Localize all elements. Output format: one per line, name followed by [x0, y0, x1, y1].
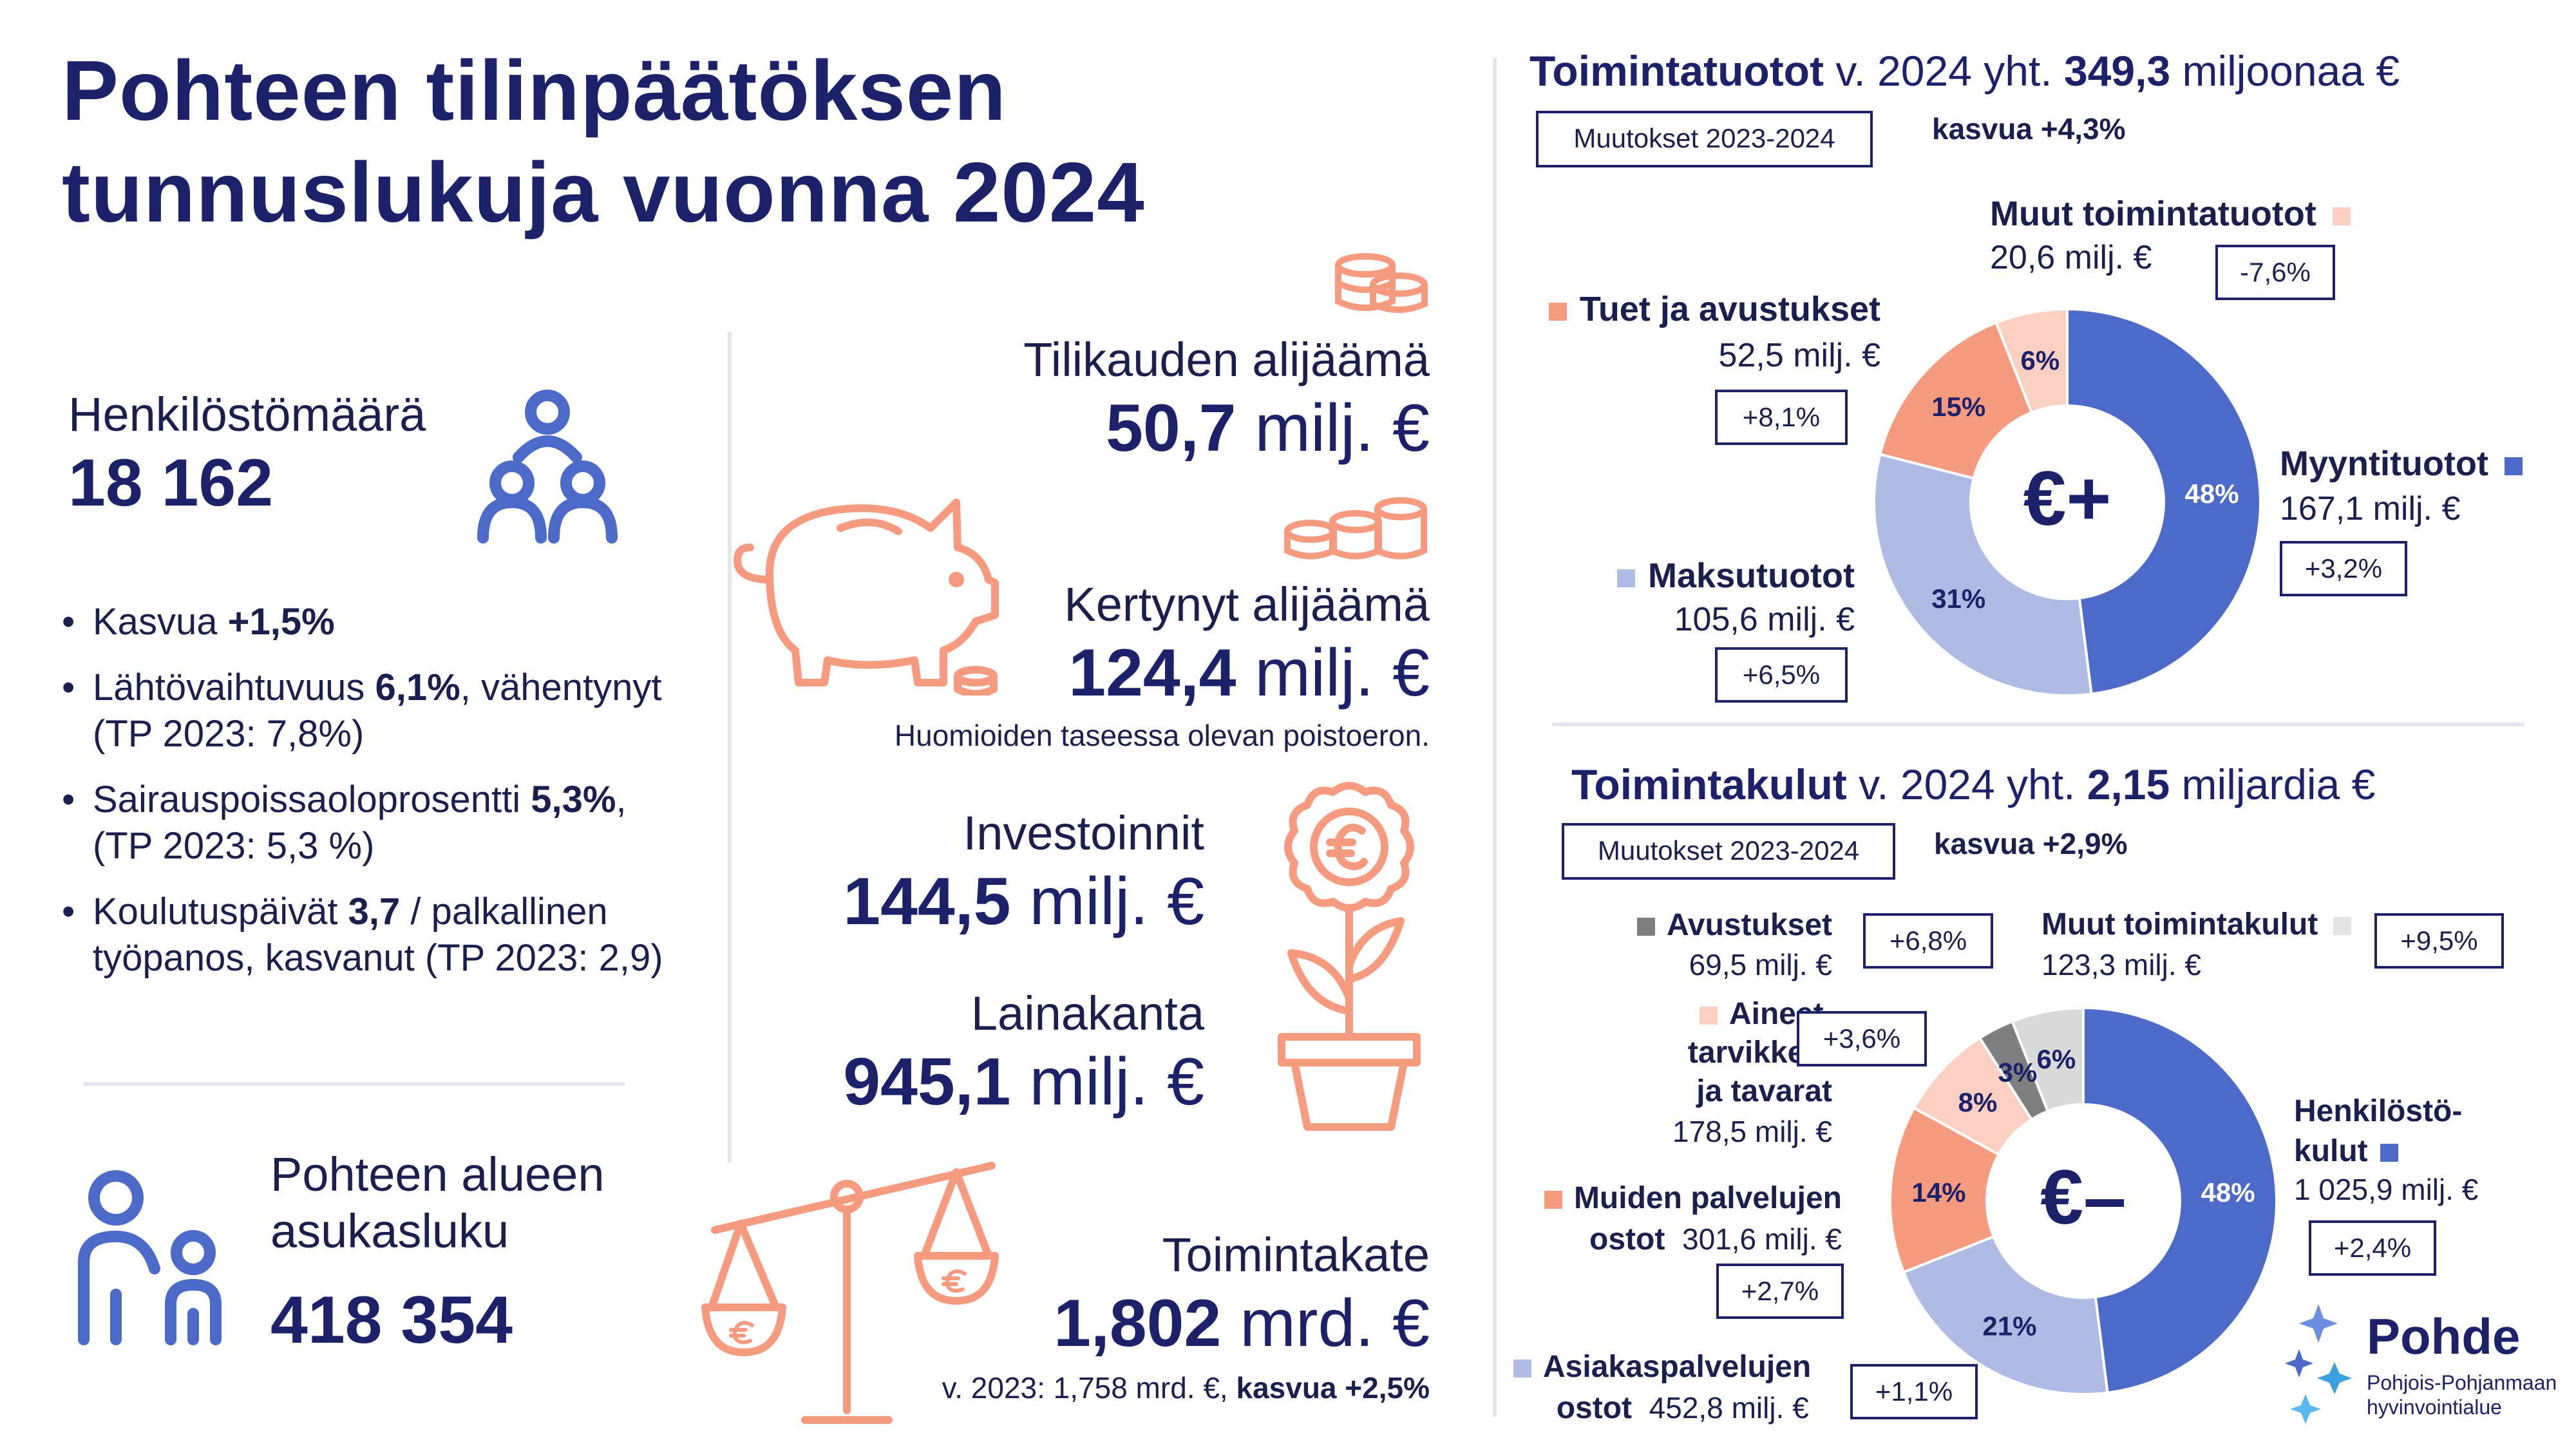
deficit-value: 50,7 milj. € [1106, 391, 1430, 466]
separator-horizontal-right [1552, 723, 2524, 726]
population-label-line1: Pohteen alueen [270, 1148, 605, 1201]
separator-vertical-left [728, 332, 732, 1162]
costs-growth: kasvua +2,9% [1934, 827, 2128, 860]
income-label-sales: Myyntituotot [2280, 443, 2523, 484]
income-value-fees: 105,6 milj. € [1674, 601, 1855, 638]
income-pct-label-1: 31% [1931, 583, 1985, 614]
investments-value: 144,5 milj. € [843, 864, 1204, 939]
income-value-sales: 167,1 milj. € [2280, 490, 2461, 527]
staff-bullet-growth: Kasvua +1,5% [62, 599, 693, 645]
accumulated-deficit-label: Kertynyt alijäämä [1064, 578, 1430, 631]
costs-label-personnel: Henkilöstö-kulut [2294, 1094, 2463, 1168]
pohde-logo-sub-line2: hyvinvointialue [2367, 1396, 2502, 1419]
pohde-logo-name: Pohde [2367, 1308, 2521, 1365]
costs-changes-box: Muutokset 2023-2024 [1562, 823, 1895, 880]
costs-pct-label-1: 21% [1982, 1311, 2036, 1341]
costs-slice-1 [1902, 1235, 2109, 1396]
pohde-logo-mark [2285, 1304, 2352, 1424]
population-label: Pohteen alueen asukasluku [270, 1146, 604, 1260]
accumulated-deficit-value: 124,4 milj. € [1068, 636, 1430, 710]
costs-value-personnel: 1 025,9 milj. € [2294, 1173, 2479, 1206]
income-pct-label-0: 48% [2185, 478, 2239, 509]
population-value: 418 354 [270, 1283, 513, 1358]
population-label-line2: asukasluku [270, 1204, 509, 1258]
costs-pct-label-0: 48% [2201, 1177, 2255, 1208]
income-center-symbol: €+ [2023, 455, 2112, 542]
coins-icon [1335, 253, 1428, 313]
staff-label: Henkilöstömäärä [68, 388, 426, 441]
costs-slice-2 [1889, 1106, 2001, 1274]
costs-label-services: Muiden palvelujen ostot 301,6 milj. € [1481, 1179, 1842, 1260]
deficit-label: Tilikauden alijäämä [1023, 333, 1430, 386]
income-heading: Toimintatuotot v. 2024 yht. 349,3 miljoo… [1530, 47, 2400, 95]
costs-pct-label-4: 3% [1998, 1057, 2038, 1088]
income-donut-chart: 48% 31% 15% 6% €+ [1873, 307, 2262, 697]
costs-pct-label-5: 6% [2036, 1044, 2076, 1074]
income-label-other: Muut toimintatuotot [1990, 193, 2351, 234]
costs-change-client: +1,1% [1850, 1364, 1978, 1419]
costs-pct-label-3: 8% [1958, 1087, 1998, 1117]
costs-pct-label-2: 14% [1911, 1177, 1965, 1208]
separator-vertical-mid [1493, 58, 1497, 1417]
staff-bullets: Kasvua +1,5% Lähtövaihtuvuus 6,1%, vähen… [62, 599, 693, 1001]
people-icon [477, 390, 618, 544]
income-change-grants: +8,1% [1715, 390, 1848, 445]
costs-slice-0 [2082, 1006, 2278, 1394]
costs-donut-chart: 48% 21% 14% 8%3% 6% €– [1889, 1006, 2278, 1396]
income-pct-label-2: 15% [1931, 392, 1985, 422]
income-change-fees: +6,5% [1715, 647, 1848, 703]
costs-label-subsidies: Avustukset [1481, 905, 1832, 946]
costs-change-personnel: +2,4% [2309, 1220, 2436, 1276]
loans-label: Lainakanta [971, 987, 1204, 1040]
margin-value: 1,802 mrd. € [1054, 1286, 1430, 1361]
staff-bullet-sickleave: Sairauspoissaoloprosentti 5,3%, (TP 2023… [62, 777, 693, 869]
costs-change-other: +9,5% [2374, 913, 2504, 969]
costs-label-client: Asiakaspalvelujen ostot 452,8 milj. € [1513, 1347, 1811, 1428]
costs-change-services: +2,7% [1716, 1264, 1844, 1319]
title-line-1: Pohteen tilinpäätöksen [62, 43, 1007, 138]
costs-heading: Toimintakulut v. 2024 yht. 2,15 miljardi… [1571, 761, 2376, 808]
costs-value-other: 123,3 milj. € [2041, 948, 2202, 981]
page-title: Pohteen tilinpäätöksen tunnuslukuja vuon… [62, 40, 1414, 243]
income-value-grants: 52,5 milj. € [1718, 337, 1880, 374]
income-pct-label-3: 6% [2020, 345, 2060, 375]
investments-label: Investoinnit [963, 806, 1204, 860]
margin-note: v. 2023: 1,758 mrd. €, kasvua +2,5% [942, 1371, 1430, 1405]
margin-label: Toimintakate [1162, 1228, 1430, 1282]
income-change-other: -7,6% [2215, 245, 2335, 300]
pohde-logo-sub-line1: Pohjois-Pohjanmaan [2367, 1371, 2557, 1394]
coin-stacks-icon [1284, 497, 1427, 560]
income-growth: kasvua +4,3% [1932, 112, 2126, 146]
costs-center-symbol: €– [2040, 1154, 2126, 1240]
loans-value: 945,1 milj. € [843, 1045, 1204, 1119]
title-line-2: tunnuslukuja vuonna 2024 [62, 145, 1145, 240]
income-value-other: 20,6 milj. € [1990, 239, 2152, 276]
income-slice-2 [1878, 321, 2034, 480]
costs-label-other: Muut toimintakulut [2041, 904, 2351, 945]
separator-horizontal-left [84, 1082, 625, 1086]
costs-slice-5 [2010, 1006, 2085, 1113]
family-icon [78, 1170, 222, 1345]
costs-value-materials: 178,5 milj. € [1672, 1115, 1832, 1148]
costs-label-materials: Aineet, tarvikkeet ja tavarat [1687, 997, 1832, 1108]
income-changes-box: Muutokset 2023-2024 [1536, 111, 1873, 167]
costs-change-subsidies: +6,8% [1863, 913, 1993, 969]
staff-bullet-turnover: Lähtövaihtuvuus 6,1%, vähentynyt (TP 202… [62, 665, 693, 757]
costs-change-materials: +3,6% [1797, 1011, 1927, 1066]
income-label-fees: Maksutuotot [1468, 555, 1855, 596]
accumulated-deficit-note: Huomioiden taseessa olevan poistoeron. [894, 719, 1430, 752]
euro-flower-icon [1278, 782, 1421, 1131]
income-slice-0 [2066, 307, 2262, 696]
staff-bullet-training: Koulutuspäivät 3,7 / palkallinen työpano… [62, 889, 693, 981]
income-label-grants: Tuet ja avustukset [1468, 289, 1880, 330]
income-slice-1 [1873, 452, 2093, 697]
income-slice-3 [1994, 307, 2069, 415]
scale-icon [701, 1162, 999, 1424]
pohde-logo-sub: Pohjois-Pohjanmaan hyvinvointialue [2367, 1370, 2557, 1419]
income-change-sales: +3,2% [2280, 541, 2407, 596]
staff-value: 18 162 [68, 446, 274, 520]
piggy-bank-icon [734, 498, 999, 696]
costs-value-subsidies: 69,5 milj. € [1689, 948, 1832, 981]
